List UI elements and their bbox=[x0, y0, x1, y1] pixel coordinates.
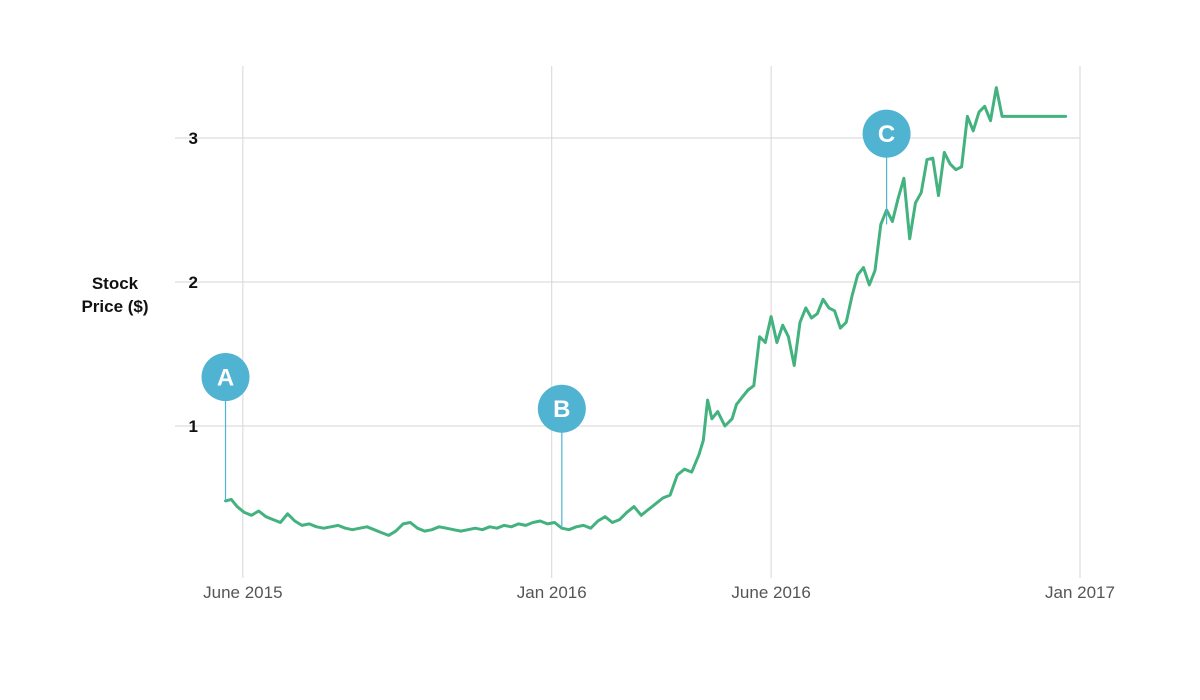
annotation-b-marker bbox=[537, 384, 586, 433]
x-tick-label: Jan 2017 bbox=[1045, 583, 1115, 602]
annotation-a-label: A bbox=[217, 365, 234, 392]
price-line bbox=[224, 86, 1068, 537]
y-axis-label: Stock Price ($) bbox=[60, 272, 170, 318]
x-tick-label: Jan 2016 bbox=[517, 583, 587, 602]
y-tick-label: 3 bbox=[189, 129, 198, 148]
annotation-c-label: C bbox=[878, 121, 895, 148]
x-tick-label: June 2015 bbox=[203, 583, 282, 602]
annotation-b-label: B bbox=[553, 396, 570, 423]
annotation-a-marker bbox=[201, 353, 250, 402]
y-tick-label: 1 bbox=[189, 417, 198, 436]
y-axis-label-line-2: Price ($) bbox=[81, 297, 149, 316]
x-tick-label: June 2016 bbox=[731, 583, 810, 602]
y-tick-label: 2 bbox=[189, 273, 198, 292]
y-axis-label-line-1: Stock bbox=[91, 274, 139, 293]
annotation-c-marker bbox=[862, 109, 911, 158]
